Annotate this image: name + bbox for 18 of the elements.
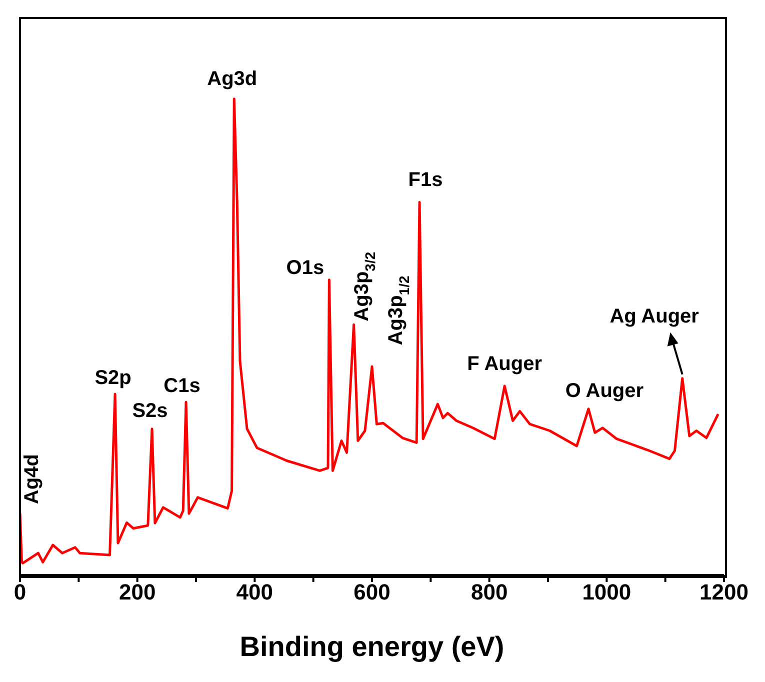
x-tick-label: 1200 xyxy=(700,580,748,605)
x-tick-label: 800 xyxy=(470,580,508,605)
x-tick-label: 400 xyxy=(236,580,274,605)
annotation: C1s xyxy=(164,375,200,398)
x-axis-title: Binding energy (eV) xyxy=(240,631,504,662)
annotation: O Auger xyxy=(565,380,644,402)
annotation: Ag4d xyxy=(21,454,43,504)
annotation: F Auger xyxy=(467,353,542,375)
annotation: S2p xyxy=(94,367,132,390)
annotation: F1s xyxy=(408,169,443,192)
x-tick-label: 0 xyxy=(14,580,26,605)
annotation: O1s xyxy=(286,256,324,279)
x-tick-label: 600 xyxy=(354,580,390,605)
annotation: Ag3d xyxy=(207,68,258,90)
annotation: Ag Auger xyxy=(610,305,700,328)
annotation: S2s xyxy=(132,400,168,422)
x-tick-label: 200 xyxy=(118,580,156,605)
x-tick-label: 1000 xyxy=(582,580,632,605)
